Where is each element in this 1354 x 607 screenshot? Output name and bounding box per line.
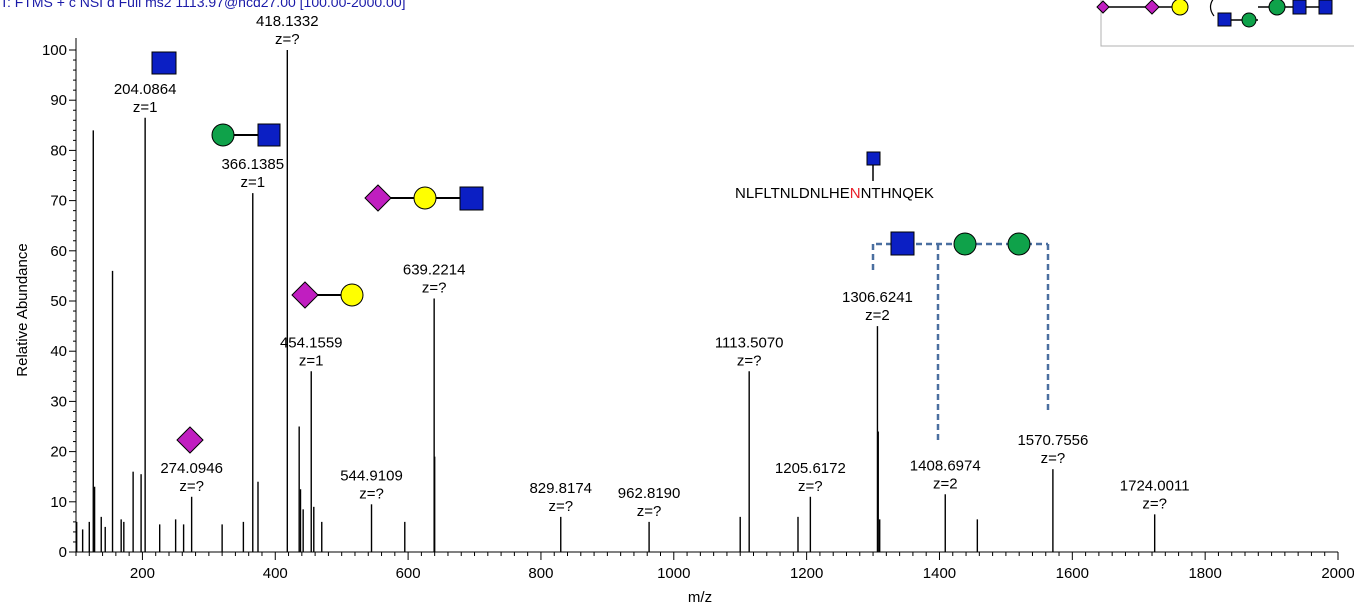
peak-charge-label: z=?: [798, 478, 823, 495]
peak-labels: 204.0864z=1274.0946z=?366.1385z=1418.133…: [114, 13, 1190, 520]
y-tick-label: 70: [50, 193, 67, 210]
galactose-circle-icon: [340, 283, 364, 307]
x-tick-label: 800: [528, 565, 553, 582]
peptide-sequence: NLFLTNLDNLHENNTHNQEK: [735, 185, 934, 202]
x-ticks: 200 400 600 800 1000 1200 1400 1600 1800 2000: [75, 552, 1354, 582]
scan-header: T: FTMS + c NSI d Full ms2 1113.97@hcd27…: [0, 0, 406, 10]
peak-charge-label: z=1: [240, 174, 265, 191]
y-tick-label: 40: [50, 343, 67, 360]
peak-mz-label: 544.9109: [340, 467, 403, 484]
glcnac-square-icon: [459, 186, 484, 211]
peak-mz-label: 274.0946: [160, 460, 223, 477]
x-tick-label: 1200: [790, 565, 823, 582]
peak-mz-label: 1570.7556: [1017, 432, 1088, 449]
y-axis-label: Relative Abundance: [14, 243, 31, 376]
peak-mz-label: 1205.6172: [775, 460, 846, 477]
peak-mz-label: 204.0864: [114, 81, 177, 98]
y-tick-label: 100: [42, 42, 67, 59]
glycan-hexnac: [151, 51, 177, 75]
peak-charge-label: z=1: [299, 352, 324, 369]
peak-charge-label: z=?: [359, 485, 384, 502]
peak-charge-label: z=?: [548, 498, 573, 515]
axes: [75, 38, 1338, 553]
y-tick-label: 0: [59, 544, 67, 561]
peak-charge-label: z=1: [133, 99, 158, 116]
neuac-diamond-icon: [176, 426, 204, 454]
peptide-before: NLFLTNLDNLHE: [735, 185, 850, 202]
x-tick-label: 1400: [923, 565, 956, 582]
y-tick-label: 80: [50, 142, 67, 159]
glcnac-square-icon: [151, 51, 177, 75]
glcnac-square-icon: [257, 123, 281, 147]
peak-mz-label: 366.1385: [221, 156, 284, 173]
peak-charge-label: z=?: [422, 279, 447, 296]
x-tick-label: 200: [130, 565, 155, 582]
neuac-diamond-icon: [1144, 0, 1160, 15]
peak-charge-label: z=2: [865, 307, 890, 324]
peak-charge-label: z=?: [637, 503, 662, 520]
peak-mz-label: 1113.5070: [715, 334, 784, 351]
glycan-hex-hexnac: [211, 123, 281, 147]
peak-mz-label: 1306.6241: [842, 289, 913, 306]
x-tick-label: 2000: [1321, 565, 1354, 582]
peaks: [75, 50, 1156, 552]
peak-charge-label: z=?: [737, 352, 762, 369]
glcnac-square-icon: [1318, 0, 1333, 15]
peptide-glycosite: N: [850, 185, 861, 202]
mannose-circle-icon: [1268, 0, 1286, 16]
y-ticks: 0 10 20 30 40 50 60 70 80 90 100: [42, 42, 76, 561]
glcnac-square-icon: [1292, 0, 1307, 15]
x-tick-label: 400: [263, 565, 288, 582]
y-tick-label: 20: [50, 444, 67, 461]
peak-mz-label: 962.8190: [618, 485, 681, 502]
peak-charge-label: z=2: [933, 475, 958, 492]
glycan-neuac: [176, 426, 204, 454]
neuac-diamond-icon: [1096, 0, 1110, 14]
mannose-circle-icon: [1241, 12, 1257, 28]
peak-charge-label: z=?: [1142, 495, 1167, 512]
peak-mz-label: 418.1332: [256, 13, 319, 30]
mannose-circle-icon: [953, 232, 977, 256]
mannose-circle-icon: [1007, 232, 1031, 256]
galactose-circle-icon: [413, 186, 437, 210]
peak-mz-label: 1408.6974: [910, 457, 981, 474]
x-tick-label: 1600: [1056, 565, 1089, 582]
y-tick-label: 30: [50, 393, 67, 410]
y-tick-label: 60: [50, 243, 67, 260]
glcnac-square-icon: [1217, 12, 1232, 27]
glcnac-square-icon: [890, 231, 915, 256]
peak-mz-label: 454.1559: [280, 334, 343, 351]
peak-charge-label: z=?: [275, 31, 300, 48]
x-tick-label: 1000: [657, 565, 690, 582]
mannose-circle-icon: [211, 123, 235, 147]
peak-mz-label: 1724.0011: [1120, 477, 1190, 494]
neuac-diamond-icon: [291, 281, 319, 309]
neuac-diamond-icon: [364, 184, 392, 212]
peak-charge-label: z=?: [1041, 450, 1066, 467]
glycopeptide-annotation: NLFLTNLDNLHENNTHNQEK: [735, 151, 1050, 440]
peak-mz-label: 829.8174: [529, 480, 592, 497]
x-axis-label: m/z: [688, 589, 712, 606]
full-glycan-structure-box: [1096, 0, 1354, 47]
x-tick-label: 1800: [1188, 565, 1221, 582]
glcnac-square-icon: [866, 151, 881, 166]
peptide-after: NTHNQEK: [861, 185, 934, 202]
glycan-neuac-hex: [291, 281, 364, 309]
peak-charge-label: z=?: [179, 478, 204, 495]
glycan-neuac-hex-hexnac: [364, 184, 484, 212]
peak-mz-label: 639.2214: [403, 261, 466, 278]
y-tick-label: 10: [50, 494, 67, 511]
galactose-circle-icon: [1171, 0, 1189, 16]
y-tick-label: 90: [50, 92, 67, 109]
y-tick-label: 50: [50, 293, 67, 310]
x-tick-label: 600: [396, 565, 421, 582]
